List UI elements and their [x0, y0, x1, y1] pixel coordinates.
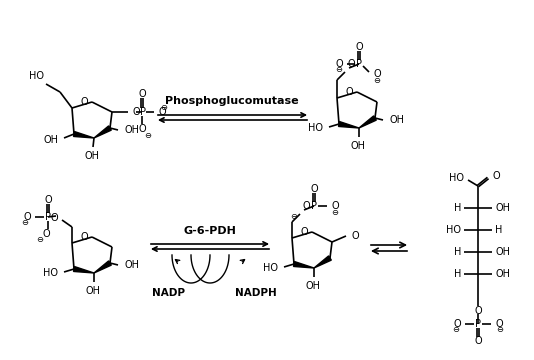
Text: O: O	[474, 306, 482, 316]
Text: OH: OH	[124, 125, 139, 135]
Text: P: P	[475, 319, 481, 329]
Text: HO: HO	[446, 225, 461, 235]
Text: NADPH: NADPH	[235, 288, 277, 298]
Text: O: O	[23, 212, 31, 222]
Text: ⊖: ⊖	[497, 325, 504, 334]
Text: OH: OH	[495, 269, 510, 279]
Text: P: P	[140, 107, 146, 117]
Text: ⊖: ⊖	[36, 234, 43, 243]
Text: H: H	[453, 247, 461, 257]
Text: O: O	[453, 319, 461, 329]
Text: O: O	[158, 107, 166, 117]
Polygon shape	[74, 131, 94, 138]
Text: ⊖: ⊖	[290, 212, 297, 220]
Text: H: H	[453, 203, 461, 213]
Text: O: O	[132, 107, 139, 117]
Text: OH: OH	[85, 286, 100, 296]
Text: O: O	[335, 59, 343, 69]
Text: ⊖: ⊖	[332, 207, 339, 216]
Text: OH: OH	[389, 115, 404, 125]
Text: O: O	[310, 184, 318, 194]
Text: NADP: NADP	[152, 288, 185, 298]
Text: OH: OH	[350, 141, 365, 151]
Text: OH: OH	[495, 247, 510, 257]
Text: H: H	[495, 225, 502, 235]
Text: HO: HO	[449, 173, 464, 183]
Text: O: O	[351, 231, 359, 241]
Text: HO: HO	[43, 268, 58, 278]
Polygon shape	[94, 261, 111, 273]
Text: P: P	[45, 212, 51, 222]
Polygon shape	[359, 116, 376, 128]
Text: O: O	[138, 89, 146, 99]
Text: O: O	[474, 336, 482, 346]
Text: O: O	[347, 59, 355, 69]
Text: O: O	[80, 97, 88, 107]
Text: ⊖: ⊖	[335, 64, 342, 73]
Text: ⊖: ⊖	[21, 217, 28, 226]
Text: O: O	[50, 213, 58, 223]
Text: H: H	[453, 269, 461, 279]
Text: HO: HO	[308, 123, 323, 133]
Text: O: O	[373, 69, 381, 79]
Text: OH: OH	[84, 151, 99, 161]
Polygon shape	[339, 122, 359, 128]
Text: O: O	[492, 171, 500, 181]
Text: O: O	[80, 232, 88, 242]
Text: OH: OH	[495, 203, 510, 213]
Text: HO: HO	[29, 71, 44, 81]
Text: O: O	[44, 195, 52, 205]
Text: P: P	[311, 201, 317, 211]
Text: OH: OH	[43, 135, 58, 145]
Polygon shape	[74, 266, 94, 273]
Text: ⊖: ⊖	[161, 103, 168, 112]
Polygon shape	[94, 126, 111, 138]
Text: O: O	[138, 124, 146, 134]
Text: ⊖: ⊖	[373, 76, 381, 85]
Text: OH: OH	[305, 281, 320, 291]
Text: ⊖: ⊖	[452, 325, 459, 334]
Text: O: O	[355, 42, 363, 52]
Text: OH: OH	[124, 260, 139, 270]
Text: O: O	[345, 87, 353, 97]
Polygon shape	[294, 262, 314, 268]
Text: O: O	[302, 201, 310, 211]
Text: P: P	[356, 59, 362, 69]
Text: O: O	[495, 319, 502, 329]
Polygon shape	[314, 256, 331, 268]
Text: Phosphoglucomutase: Phosphoglucomutase	[165, 96, 299, 106]
Text: O: O	[42, 229, 50, 239]
Text: O: O	[300, 227, 308, 237]
Text: O: O	[331, 201, 339, 211]
Text: HO: HO	[263, 263, 278, 273]
Text: ⊖: ⊖	[145, 131, 152, 140]
Text: G-6-PDH: G-6-PDH	[184, 226, 237, 236]
